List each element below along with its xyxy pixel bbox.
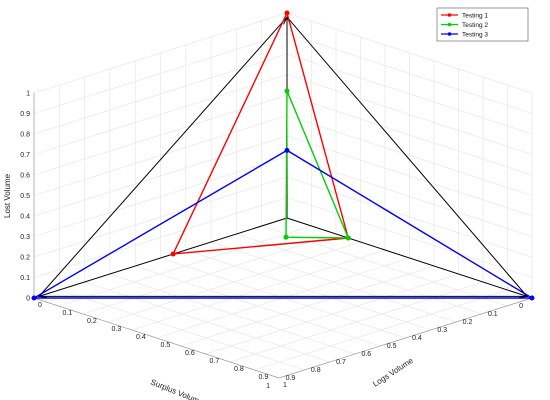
y-tick-label: 0.6 — [361, 351, 371, 358]
legend-marker — [447, 32, 452, 36]
gridline — [33, 12, 288, 94]
y-tick-label: 1 — [266, 383, 270, 390]
z-tick-label: 0.3 — [20, 234, 30, 241]
gridline — [286, 53, 533, 135]
series-point — [170, 251, 176, 257]
series-point — [529, 295, 535, 301]
reference-triangle — [37, 15, 529, 299]
legend-label: Testing 3 — [462, 31, 488, 38]
y-axis-label: Surplus Volume — [149, 378, 205, 400]
gridline — [33, 33, 288, 114]
reference-axis-arrow — [38, 217, 288, 297]
series-point — [345, 235, 351, 241]
gridline — [286, 12, 533, 94]
z-tick-label: 0.9 — [20, 111, 30, 118]
gridline — [135, 265, 381, 347]
x-tick-label: 0.1 — [63, 310, 73, 317]
legend-label: Testing 1 — [462, 12, 488, 19]
gridline — [254, 289, 508, 371]
z-tick-label: 0.6 — [20, 173, 30, 180]
series-point — [283, 234, 289, 240]
series-line — [285, 90, 349, 239]
x-tick-label: 0 — [38, 302, 42, 309]
x-tick-label: 0.8 — [234, 366, 244, 373]
x-tick-label: 0.4 — [136, 334, 146, 341]
x-tick-label: 0.9 — [259, 374, 269, 381]
series-line — [171, 10, 349, 255]
gridline — [286, 33, 533, 114]
gridline — [33, 94, 288, 176]
legend-marker — [447, 22, 452, 27]
y-tick-label: 0.7 — [336, 359, 346, 366]
z-tick-label: 0.2 — [20, 255, 30, 262]
y-tick-label: 0.8 — [311, 367, 321, 374]
z-tick-label: 0.1 — [20, 275, 30, 282]
grid — [33, 12, 533, 379]
y-tick-label: 0.3 — [437, 327, 447, 334]
gridline — [286, 74, 533, 155]
gridline — [286, 94, 533, 176]
gridline — [33, 115, 288, 196]
y-tick-label: 0 — [519, 303, 523, 310]
reference-axis-arrow — [286, 217, 528, 297]
gridline — [84, 281, 330, 363]
series-point — [284, 10, 290, 16]
y-axis-line — [33, 297, 280, 379]
gridline — [229, 281, 484, 363]
z-tick-label: 0.8 — [20, 132, 30, 139]
z-tick-label: 0 — [26, 296, 30, 303]
x-tick-label: 0.7 — [210, 358, 220, 365]
gridline — [33, 74, 288, 155]
series-point — [284, 147, 290, 153]
gridline — [109, 273, 355, 355]
x-tick-label: 0.3 — [112, 326, 122, 333]
x-axis-label: Logs Volume — [371, 356, 415, 389]
tick-labels: 00.10.20.30.40.50.60.70.80.9100.10.20.30… — [20, 91, 523, 391]
y-tick-label: 0.2 — [463, 319, 473, 326]
gridline — [286, 115, 533, 196]
x-tick-label: 0.6 — [185, 350, 195, 357]
z-tick-label: 0.7 — [20, 152, 30, 159]
series-line — [31, 149, 533, 299]
z-tick-label: 0.5 — [20, 193, 30, 200]
axes — [33, 93, 533, 379]
gridline — [59, 289, 305, 371]
x-tick-label: 0.2 — [87, 318, 97, 325]
legend-marker — [447, 13, 452, 17]
x-tick-label: 0.5 — [161, 342, 171, 349]
legend-label: Testing 2 — [462, 22, 488, 29]
x-tick-label: 1 — [283, 382, 287, 389]
reference-triangle-outline — [37, 16, 529, 297]
gridline — [33, 53, 288, 135]
series-point — [31, 295, 37, 301]
gridline — [180, 265, 435, 347]
legend: Testing 1 Testing 2 Testing 3 — [436, 7, 529, 42]
y-tick-label: 0.9 — [286, 375, 296, 382]
z-tick-label: 1 — [26, 91, 30, 98]
y-tick-label: 0.4 — [412, 335, 422, 342]
z-tick-label: 0.4 — [20, 214, 30, 221]
y-tick-label: 0.5 — [387, 343, 397, 350]
series-lines — [31, 10, 535, 301]
z-axis-label: Lost Volume — [3, 173, 12, 218]
x-axis-line — [278, 297, 533, 379]
y-tick-label: 0.1 — [488, 311, 498, 318]
gridline — [205, 273, 459, 355]
series-point — [284, 88, 290, 94]
